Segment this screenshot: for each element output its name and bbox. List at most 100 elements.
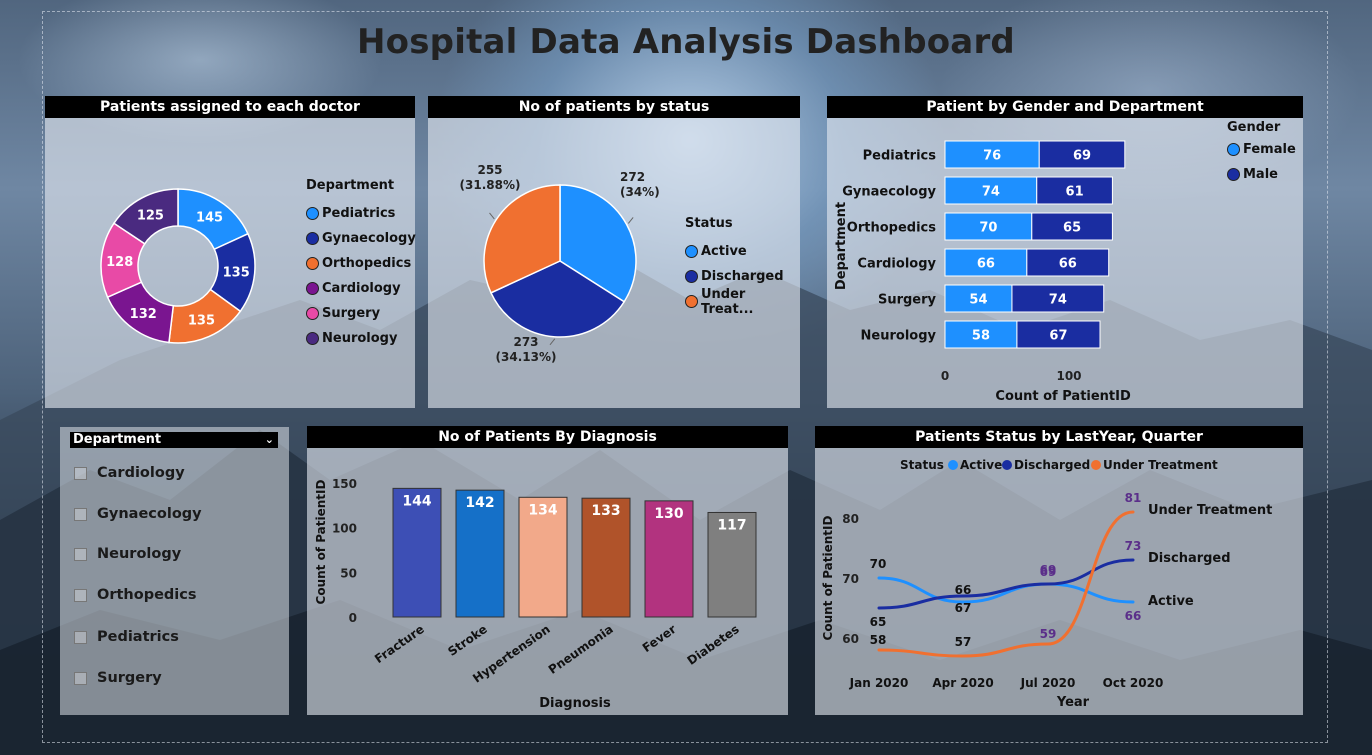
bar-fracture[interactable] bbox=[392, 487, 442, 618]
doctor-panel[interactable]: Patients assigned to each doctor 145 135 1… bbox=[45, 96, 416, 408]
x-tick-label: Diabetes bbox=[685, 622, 742, 668]
bar-fever[interactable] bbox=[644, 500, 694, 618]
bar-male-pediatrics[interactable] bbox=[1038, 140, 1126, 169]
legend-dot bbox=[306, 282, 319, 295]
status-pie-chart[interactable]: 272(34%) 273(34.13%) 255(31.88%) bbox=[428, 96, 800, 408]
slicer-item-orthopedics[interactable]: Orthopedics bbox=[74, 587, 196, 603]
donut-data-label: 128 bbox=[106, 255, 133, 270]
bar-data-label: 76 bbox=[983, 149, 1001, 164]
slicer-item-label: Orthopedics bbox=[97, 587, 197, 603]
bar-data-label: 133 bbox=[591, 503, 620, 519]
donut-data-label: 125 bbox=[137, 208, 164, 223]
dashboard-title: Hospital Data Analysis Dashboard bbox=[357, 22, 1015, 62]
y-axis-title: Department bbox=[834, 202, 849, 290]
bar-data-label: 58 bbox=[972, 329, 990, 344]
status-panel[interactable]: No of patients by status 272 (34%) 273 (34.… bbox=[428, 96, 800, 408]
line-end-label: Discharged bbox=[1148, 551, 1231, 566]
diagnosis-panel[interactable]: No of Patients By Diagnosis 0 50 100 150 144… bbox=[307, 426, 788, 715]
chevron-down-icon[interactable]: ⌄ bbox=[264, 433, 274, 446]
pie-slice-under-treatment[interactable] bbox=[483, 184, 561, 294]
bar-female-pediatrics[interactable] bbox=[944, 140, 1040, 169]
x-tick-label: Oct 2020 bbox=[1103, 676, 1164, 690]
legend-dot bbox=[685, 295, 698, 308]
x-tick-label: Stroke bbox=[445, 622, 489, 659]
department-slicer[interactable]: Department ⌄ Cardiology Gynaecology Neur… bbox=[60, 427, 289, 715]
bar-male-orthopedics[interactable] bbox=[1031, 212, 1113, 241]
slicer-header[interactable]: Department ⌄ bbox=[70, 432, 278, 448]
category-label: Cardiology bbox=[857, 257, 936, 272]
bar-female-cardiology[interactable] bbox=[944, 248, 1028, 277]
slicer-item-cardiology[interactable]: Cardiology bbox=[74, 465, 185, 481]
slicer-item-neurology[interactable]: Neurology bbox=[74, 546, 181, 562]
line-legend-label: Discharged bbox=[1014, 458, 1090, 472]
line-end-label: Active bbox=[1148, 594, 1194, 609]
x-tick-label: 0 bbox=[941, 369, 949, 383]
gender-bar-chart[interactable]: Pediatrics 76 69 Gynaecology 74 61 Orthopedics… bbox=[827, 96, 1303, 408]
slicer-item-gynaecology[interactable]: Gynaecology bbox=[74, 506, 202, 522]
pie-data-label: 273 bbox=[513, 335, 538, 349]
legend-item-male[interactable]: Male bbox=[1227, 162, 1296, 187]
bar-data-label: 142 bbox=[465, 495, 494, 511]
line-series-under-treatment[interactable] bbox=[877, 510, 1135, 658]
bar-female-surgery[interactable] bbox=[944, 284, 1013, 313]
legend-item-female[interactable]: Female bbox=[1227, 137, 1296, 162]
checkbox[interactable] bbox=[74, 507, 87, 521]
bar-male-surgery[interactable] bbox=[1011, 284, 1105, 313]
slicer-item-surgery[interactable]: Surgery bbox=[74, 670, 162, 686]
bar-male-neurology[interactable] bbox=[1016, 320, 1101, 349]
legend-item-pediatrics[interactable]: Pediatrics bbox=[306, 201, 416, 226]
legend-item-active[interactable]: Active bbox=[685, 239, 800, 264]
bar-data-label: 67 bbox=[1049, 329, 1067, 344]
pie-data-label: 272 bbox=[620, 170, 645, 184]
bar-stroke[interactable] bbox=[455, 489, 505, 618]
checkbox[interactable] bbox=[74, 466, 87, 480]
legend-label: Under Treat... bbox=[701, 286, 754, 317]
legend-item-gynaecology[interactable]: Gynaecology bbox=[306, 226, 416, 251]
pie-data-label: (34%) bbox=[620, 185, 660, 199]
bar-data-label: 61 bbox=[1066, 185, 1084, 200]
donut-chart[interactable]: 145 135 135 132 128 125 bbox=[45, 96, 415, 408]
pie-data-label: (34.13%) bbox=[496, 350, 557, 364]
trend-panel-title: Patients Status by LastYear, Quarter bbox=[815, 426, 1303, 448]
diagnosis-bar-chart[interactable]: 050100150144Fracture142Stroke134Hyperten… bbox=[307, 426, 788, 715]
slicer-item-label: Surgery bbox=[97, 670, 162, 686]
donut-slice-neurology[interactable] bbox=[112, 188, 179, 245]
bar-hypertension[interactable] bbox=[518, 496, 568, 618]
bar-male-gynaecology[interactable] bbox=[1036, 176, 1113, 205]
category-label: Gynaecology bbox=[842, 185, 936, 200]
bar-diabetes[interactable] bbox=[707, 511, 757, 618]
bar-data-label: 65 bbox=[1063, 221, 1081, 236]
legend-item-under-treatment[interactable]: Under Treat... bbox=[685, 286, 800, 317]
checkbox[interactable] bbox=[74, 630, 87, 644]
legend-item-cardiology[interactable]: Cardiology bbox=[306, 276, 416, 301]
legend-label: Male bbox=[1243, 167, 1278, 182]
checkbox[interactable] bbox=[74, 671, 87, 685]
line-data-label: 66 bbox=[955, 583, 972, 597]
trend-panel[interactable]: Patients Status by LastYear, Quarter Sta… bbox=[815, 426, 1303, 715]
pie-slice-discharged[interactable] bbox=[489, 260, 626, 338]
y-tick-label: 50 bbox=[340, 566, 357, 580]
dashboard-frame bbox=[42, 11, 1328, 743]
checkbox[interactable] bbox=[74, 588, 87, 602]
bar-data-label: 54 bbox=[969, 293, 987, 308]
legend-dot bbox=[306, 207, 319, 220]
bar-female-orthopedics[interactable] bbox=[944, 212, 1033, 241]
legend-item-discharged[interactable]: Discharged bbox=[685, 264, 800, 289]
legend-item-orthopedics[interactable]: Orthopedics bbox=[306, 251, 416, 276]
checkbox[interactable] bbox=[74, 547, 87, 561]
pie-data-label: (31.88%) bbox=[460, 178, 521, 192]
slicer-item-label: Pediatrics bbox=[97, 629, 179, 645]
slicer-item-pediatrics[interactable]: Pediatrics bbox=[74, 629, 179, 645]
bar-male-cardiology[interactable] bbox=[1026, 248, 1110, 277]
legend-item-surgery[interactable]: Surgery bbox=[306, 301, 416, 326]
gender-panel[interactable]: Patient by Gender and Department Pediatr… bbox=[827, 96, 1303, 408]
gender-legend: Gender Female Male bbox=[1227, 120, 1296, 187]
diagnosis-panel-title: No of Patients By Diagnosis bbox=[307, 426, 788, 448]
line-data-label: 58 bbox=[870, 633, 887, 647]
slicer-item-label: Cardiology bbox=[97, 465, 185, 481]
line-series-active[interactable] bbox=[877, 576, 1135, 604]
bar-pneumonia[interactable] bbox=[581, 497, 631, 618]
status-line-chart[interactable]: Status Active Discharged Under Treatment 60 7… bbox=[815, 426, 1303, 715]
line-data-label: 57 bbox=[955, 635, 972, 649]
legend-item-neurology[interactable]: Neurology bbox=[306, 326, 416, 351]
